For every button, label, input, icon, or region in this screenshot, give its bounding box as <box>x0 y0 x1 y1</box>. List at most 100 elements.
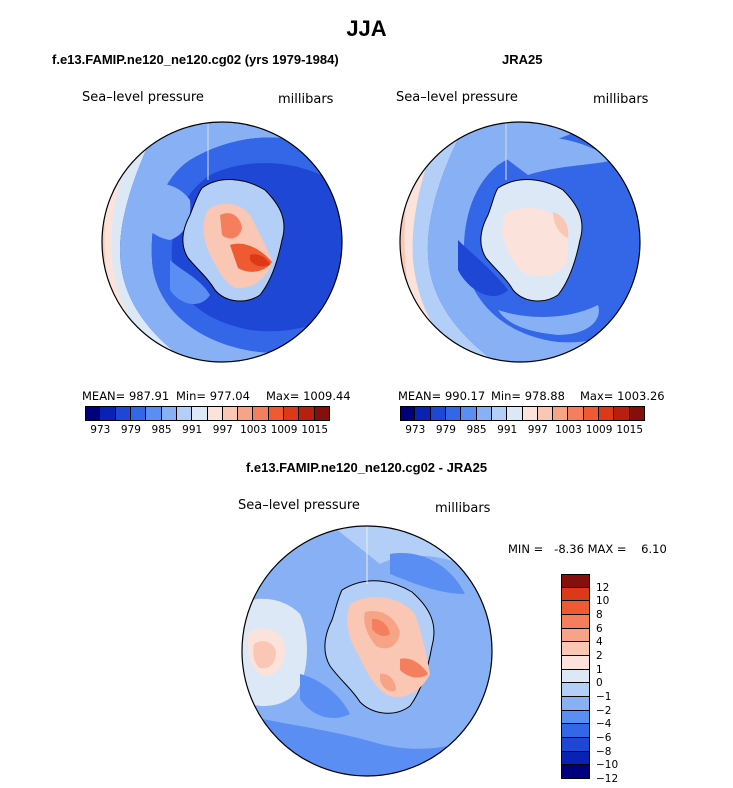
colorbar-tick: 1 <box>596 663 603 676</box>
colorbar-box <box>161 406 177 421</box>
colorbar-tick: 991 <box>497 424 518 436</box>
model-max: Max= 1009.44 <box>266 389 351 403</box>
colorbar-tick: 0 <box>596 677 603 690</box>
colorbar-box <box>207 406 223 421</box>
colorbar-box <box>476 406 492 421</box>
colorbar-box <box>430 406 446 421</box>
colorbar-box <box>561 724 590 738</box>
colorbar-tick: 979 <box>435 424 456 436</box>
model-panel-title: f.e13.FAMIP.ne120_ne120.cg02 (yrs 1979-1… <box>52 52 339 67</box>
diff-min-max: MIN = -8.36 MAX = 6.10 <box>508 542 667 556</box>
colorbar-box <box>284 406 300 421</box>
colorbar-box <box>561 587 590 602</box>
colorbar-box <box>238 406 254 421</box>
obs-colorbar <box>400 406 645 421</box>
colorbar-box <box>583 406 600 421</box>
colorbar-box <box>561 738 590 752</box>
colorbar-tick: 1009 <box>270 424 298 436</box>
colorbar-box <box>561 669 590 684</box>
colorbar-tick: 1015 <box>616 424 644 436</box>
colorbar-box <box>561 574 590 588</box>
colorbar-box <box>176 406 193 421</box>
colorbar-box <box>561 642 590 656</box>
colorbar-box <box>561 751 590 766</box>
colorbar-box <box>507 406 523 421</box>
diff-units-label: millibars <box>435 501 491 516</box>
colorbar-tick: 985 <box>151 424 172 436</box>
colorbar-box <box>537 406 554 421</box>
colorbar-tick: 997 <box>212 424 233 436</box>
colorbar-box <box>268 406 285 421</box>
obs-slp-map <box>399 121 641 363</box>
colorbar-tick: 12 <box>596 581 610 594</box>
colorbar-box <box>130 406 147 421</box>
colorbar-box <box>192 406 208 421</box>
colorbar-box <box>561 656 590 670</box>
obs-variable-label: Sea–level pressure <box>396 90 518 105</box>
colorbar-box <box>299 406 315 421</box>
colorbar-box <box>522 406 538 421</box>
model-variable-label: Sea–level pressure <box>82 90 204 105</box>
model-colorbar <box>85 406 330 421</box>
obs-max: Max= 1003.26 <box>580 389 665 403</box>
colorbar-box <box>253 406 269 421</box>
diff-slp-map <box>241 525 493 777</box>
colorbar-box <box>100 406 116 421</box>
colorbar-box <box>553 406 569 421</box>
figure-title: JJA <box>346 16 387 41</box>
colorbar-tick: 1009 <box>585 424 613 436</box>
model-slp-map <box>101 121 343 363</box>
colorbar-tick: 985 <box>466 424 487 436</box>
obs-units-label: millibars <box>593 92 649 107</box>
model-colorbar-ticks: 973 979 985 991 997 1003 1009 1015 <box>85 424 330 438</box>
colorbar-box <box>561 628 590 643</box>
colorbar-box <box>314 406 330 421</box>
diff-variable-label: Sea–level pressure <box>238 498 360 513</box>
obs-min: Min= 978.88 <box>491 389 565 403</box>
obs-colorbar-ticks: 973 979 985 991 997 1003 1009 1015 <box>400 424 645 438</box>
colorbar-tick: 991 <box>182 424 203 436</box>
colorbar-box <box>614 406 630 421</box>
colorbar-box <box>445 406 462 421</box>
colorbar-tick: 10 <box>596 595 610 608</box>
colorbar-tick: −6 <box>596 732 612 744</box>
colorbar-box <box>222 406 239 421</box>
colorbar-tick: 8 <box>596 609 603 621</box>
colorbar-box <box>599 406 615 421</box>
colorbar-box <box>491 406 508 421</box>
colorbar-tick: −4 <box>596 718 612 731</box>
colorbar-box <box>561 710 590 725</box>
colorbar-box <box>461 406 477 421</box>
colorbar-tick: 973 <box>405 424 426 436</box>
colorbar-tick: 6 <box>596 622 603 635</box>
colorbar-box <box>561 615 590 629</box>
model-units-label: millibars <box>278 92 334 107</box>
model-min: Min= 977.04 <box>176 389 250 403</box>
colorbar-tick: 1003 <box>555 424 582 436</box>
colorbar-tick: −8 <box>596 745 612 758</box>
colorbar-tick: 997 <box>527 424 548 436</box>
colorbar-box <box>561 683 590 697</box>
obs-mean: MEAN= 990.17 <box>398 389 486 403</box>
colorbar-tick: −10 <box>596 759 619 772</box>
colorbar-tick: 973 <box>90 424 111 436</box>
colorbar-tick: −2 <box>596 704 612 717</box>
diff-panel-title: f.e13.FAMIP.ne120_ne120.cg02 - JRA25 <box>245 460 488 475</box>
colorbar-box <box>629 406 645 421</box>
colorbar-box <box>561 697 590 711</box>
colorbar-box <box>146 406 162 421</box>
model-mean: MEAN= 987.91 <box>82 389 170 403</box>
colorbar-tick: 1015 <box>301 424 329 436</box>
obs-panel-title: JRA25 <box>502 52 543 67</box>
colorbar-box <box>561 601 590 615</box>
colorbar-box <box>561 765 590 779</box>
colorbar-box <box>85 406 101 421</box>
colorbar-tick: −1 <box>596 691 612 703</box>
colorbar-tick: 979 <box>120 424 141 436</box>
colorbar-tick: −12 <box>596 773 619 785</box>
colorbar-tick: 2 <box>596 650 603 662</box>
colorbar-box <box>568 406 584 421</box>
colorbar-box <box>115 406 131 421</box>
diff-colorbar-ticks: 12 10 8 6 4 2 1 0 −1 −2 −4 −6 −8 −10 −12 <box>596 574 636 785</box>
diff-colorbar <box>561 574 590 779</box>
